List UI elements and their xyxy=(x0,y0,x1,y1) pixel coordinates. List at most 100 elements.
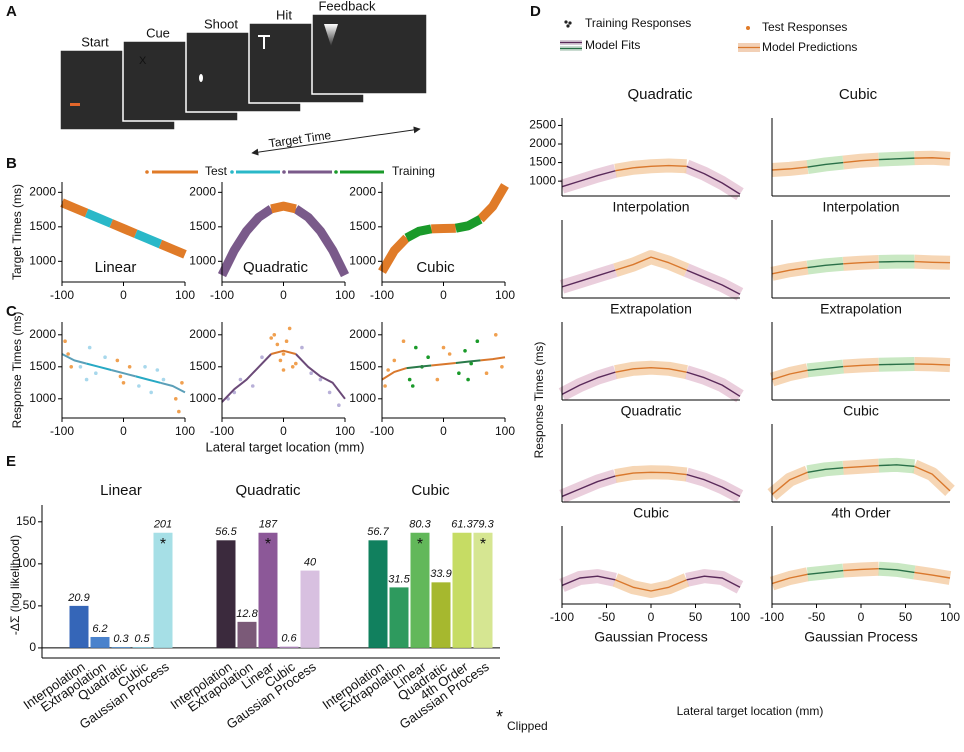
line xyxy=(615,256,687,271)
band xyxy=(558,365,744,403)
point xyxy=(278,358,283,363)
bar xyxy=(473,532,493,648)
point xyxy=(410,384,415,388)
bar xyxy=(431,582,451,648)
point xyxy=(275,342,280,347)
screen-label: Shoot xyxy=(204,16,238,31)
bar-text: 79.3 xyxy=(472,519,494,531)
line xyxy=(807,157,915,168)
x-tick-label: 0 xyxy=(120,288,127,302)
y-tick-label: 2000 xyxy=(29,327,56,341)
clip-note-mark: * xyxy=(496,707,503,727)
x-tick-label: -50 xyxy=(808,610,826,624)
line xyxy=(615,579,687,592)
plot-title: Extrapolation xyxy=(820,301,902,317)
x-axis-label: Lateral target location (mm) xyxy=(677,704,824,718)
line xyxy=(561,165,741,195)
y-tick-label: 1000 xyxy=(189,253,216,267)
bar xyxy=(368,540,388,648)
x-tick-label: 0 xyxy=(648,610,655,624)
x-tick-label: 100 xyxy=(335,424,355,438)
point xyxy=(84,377,89,382)
legend-label: Test xyxy=(205,164,228,178)
plot-title: Quadratic xyxy=(621,403,682,419)
y-axis-label: Target Times (ms) xyxy=(10,184,24,280)
x-tick-label: -50 xyxy=(598,610,616,624)
screen-label: Start xyxy=(81,34,109,49)
point xyxy=(260,355,264,360)
point xyxy=(426,355,430,360)
screen xyxy=(311,13,428,95)
point xyxy=(435,377,440,382)
column-title: Cubic xyxy=(839,86,878,103)
bar-text: 187 xyxy=(259,519,278,531)
y-tick-label: 1000 xyxy=(29,253,56,267)
panel-letter: E xyxy=(6,453,16,470)
point xyxy=(300,345,304,350)
legend-icon xyxy=(334,170,338,174)
clip-mark: * xyxy=(160,536,166,553)
bar xyxy=(410,532,430,648)
point xyxy=(284,339,289,344)
line xyxy=(807,464,915,473)
legend-label: Model Fits xyxy=(585,38,640,52)
x-tick-label: 50 xyxy=(899,610,913,624)
y-tick-label: 1500 xyxy=(29,359,56,373)
legend-icon xyxy=(230,170,234,174)
clip-mark: * xyxy=(417,536,423,553)
point xyxy=(94,371,98,376)
bar-text: 31.5 xyxy=(388,573,410,585)
y-tick-label: 2500 xyxy=(529,118,556,132)
y-axis-label: -ΔΣ (log likelihood) xyxy=(8,535,22,635)
bar-text: 201 xyxy=(153,519,172,531)
plot-title: Interpolation xyxy=(612,199,689,215)
y-tick-label: 2000 xyxy=(189,185,216,199)
y-tick-label: 1000 xyxy=(189,391,216,405)
band xyxy=(770,254,951,281)
point xyxy=(121,381,126,385)
x-tick-label: 0 xyxy=(858,610,865,624)
cursor xyxy=(70,103,80,106)
x-tick-label: 100 xyxy=(335,288,355,302)
legend-label: Model Predictions xyxy=(762,40,857,54)
y-tick-label: 1500 xyxy=(29,219,56,233)
y-tick-label: 50 xyxy=(23,598,37,612)
panel-letter: A xyxy=(6,3,17,20)
y-tick-label: 150 xyxy=(16,514,36,528)
legend-icon xyxy=(568,21,572,25)
y-tick-label: 100 xyxy=(16,556,36,570)
plot-title: Interpolation xyxy=(822,199,899,215)
screen-label: Cue xyxy=(146,25,170,40)
bar-text: 56.5 xyxy=(215,526,237,538)
line xyxy=(217,205,350,278)
bar-text: 0.3 xyxy=(113,633,129,645)
plot-title: Linear xyxy=(95,259,137,276)
line xyxy=(561,371,741,397)
bar xyxy=(111,647,131,648)
y-tick-label: 0 xyxy=(29,640,36,654)
x-tick-label: 0 xyxy=(440,288,447,302)
point xyxy=(327,390,332,395)
screen-label: Feedback xyxy=(318,0,376,13)
line xyxy=(771,363,951,381)
bar xyxy=(389,587,409,648)
line xyxy=(406,359,481,370)
line xyxy=(61,353,186,394)
point xyxy=(137,384,141,388)
point xyxy=(337,403,341,408)
x-tick-label: -100 xyxy=(210,288,234,302)
point xyxy=(281,368,286,372)
y-tick-label: 2000 xyxy=(349,185,376,199)
x-tick-label: -100 xyxy=(50,424,74,438)
x-tick-label: 50 xyxy=(689,610,703,624)
arrow-label: Target Time xyxy=(268,128,332,151)
plot-title: Gaussian Process xyxy=(594,629,708,645)
x-tick-label: -100 xyxy=(550,610,574,624)
x-tick-label: 0 xyxy=(440,424,447,438)
y-tick-label: 1500 xyxy=(349,359,376,373)
point xyxy=(177,409,181,414)
line xyxy=(807,260,915,269)
line xyxy=(381,356,506,381)
point xyxy=(250,384,255,388)
